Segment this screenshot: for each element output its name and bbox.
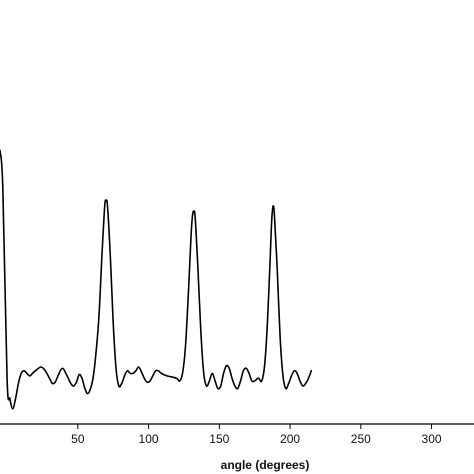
x-axis-label: angle (degrees) <box>221 458 310 472</box>
x-tick-label: 100 <box>139 432 159 446</box>
x-tick-label: 50 <box>71 432 85 446</box>
x-tick-label: 150 <box>209 432 229 446</box>
series-line <box>0 149 313 410</box>
x-tick-label: 300 <box>422 432 442 446</box>
plot-area <box>0 149 313 410</box>
x-axis-ticks: 50 100 150 200 250 300 <box>71 424 442 446</box>
x-tick-label: 250 <box>351 432 371 446</box>
x-tick-label: 200 <box>280 432 300 446</box>
